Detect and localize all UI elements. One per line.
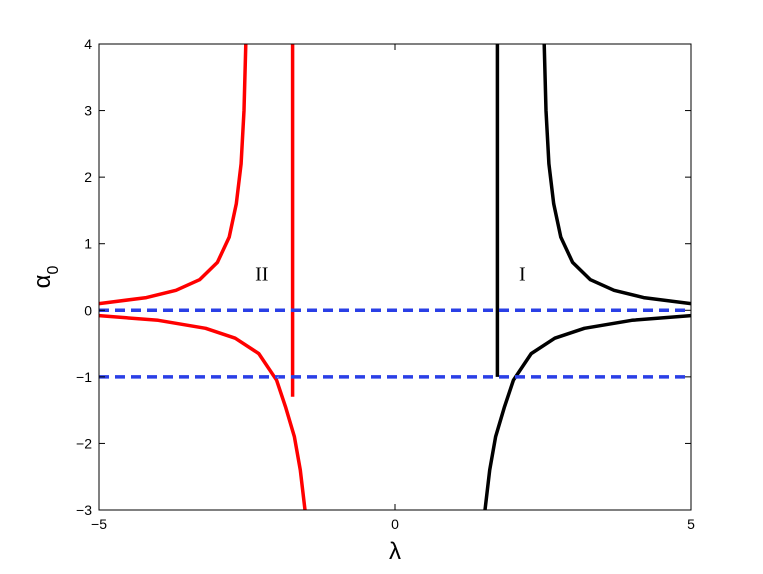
y-tick-label: 2: [84, 169, 92, 185]
y-axis-label: α0: [29, 266, 62, 289]
series-line-8: [499, 376, 513, 407]
series-layer: [99, 44, 691, 510]
region-label: I: [519, 263, 526, 285]
x-tick-label: 5: [687, 516, 695, 532]
region-label: II: [255, 263, 268, 285]
y-tick-label: −2: [76, 435, 92, 451]
y-tick-label: −3: [76, 502, 92, 518]
svg-text:α0: α0: [29, 266, 62, 289]
series-line-4: [99, 44, 248, 306]
y-tick-label: 3: [84, 103, 92, 119]
series-line-0: [483, 313, 691, 510]
annotation-layer: II I: [255, 263, 525, 285]
x-tick-label: 0: [391, 516, 399, 532]
y-tick-label: 1: [84, 236, 92, 252]
x-axis-label: λ: [389, 538, 401, 565]
y-axis-label-main: α: [29, 274, 56, 288]
series-line-1: [542, 44, 691, 306]
series-line-3: [99, 313, 307, 510]
y-axis-label-subscript: 0: [45, 266, 62, 275]
ticks-layer: −5 0 5 −3 −2 −1 0 1 2 3 4: [76, 36, 695, 532]
series-line-9: [277, 376, 291, 407]
x-tick-label: −5: [91, 516, 107, 532]
y-tick-label: 4: [84, 36, 92, 52]
y-tick-label: 0: [84, 302, 92, 318]
y-tick-label: −1: [76, 369, 92, 385]
